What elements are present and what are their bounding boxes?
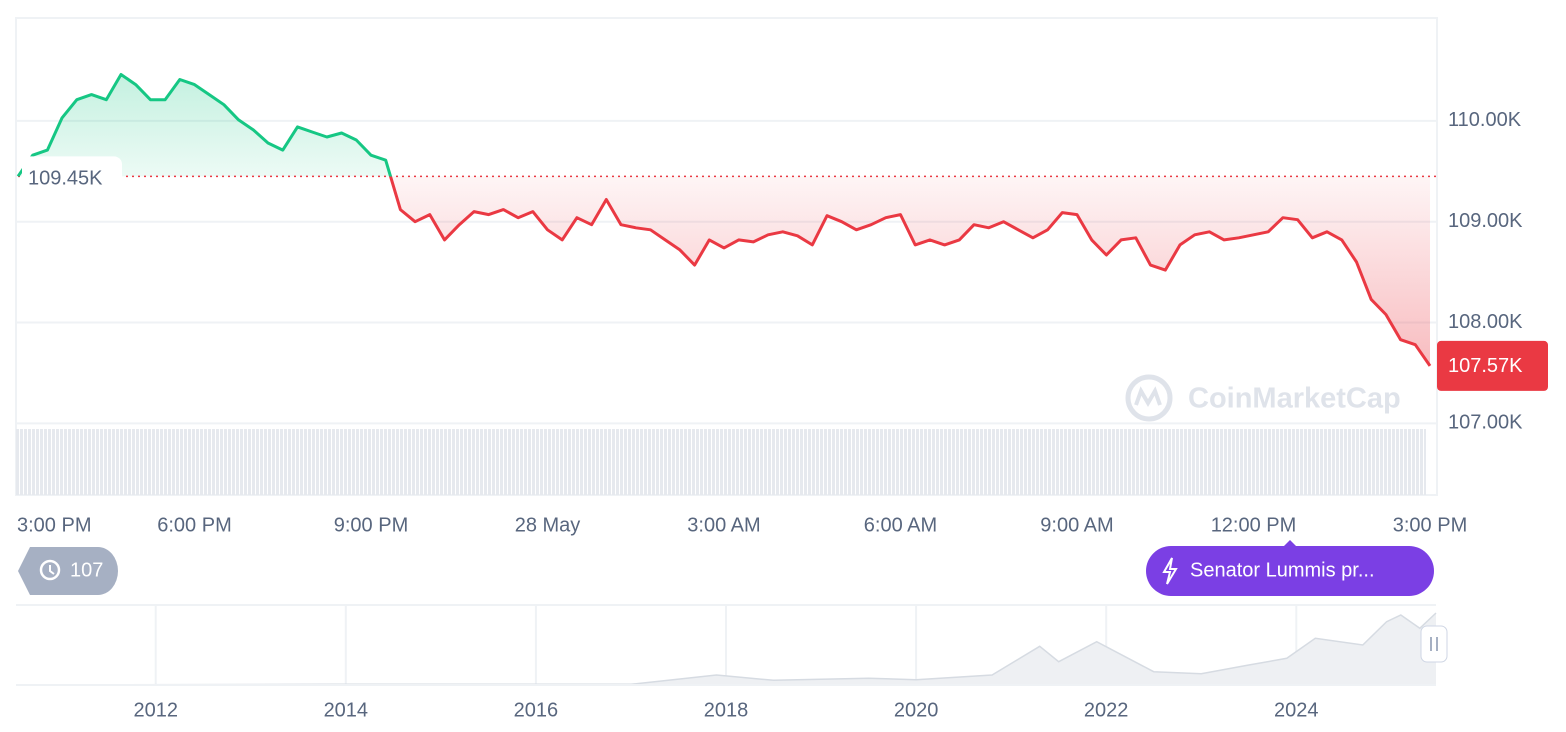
x-tick-label: 9:00 AM <box>1040 514 1113 536</box>
last-price-label: 107.57K <box>1448 355 1523 377</box>
navigator-area <box>16 613 1436 685</box>
x-tick-label: 3:00 PM <box>17 514 91 536</box>
navigator-line <box>15 612 1437 686</box>
watermark: CoinMarketCap <box>1125 374 1401 422</box>
baseline-label-bg <box>22 156 122 197</box>
navigator-handle[interactable] <box>1420 625 1448 663</box>
x-tick-label: 9:00 PM <box>334 514 408 536</box>
price-line <box>16 73 1432 367</box>
volume-band <box>16 429 1426 495</box>
x-tick-label: 6:00 PM <box>157 514 231 536</box>
navigator-tick-label: 2024 <box>1274 699 1319 721</box>
x-tick-label: 3:00 AM <box>687 514 760 536</box>
x-tick-label: 12:00 PM <box>1211 514 1297 536</box>
navigator-tick-label: 2022 <box>1084 699 1129 721</box>
navigator-tick-label: 2018 <box>704 699 749 721</box>
y-tick-label: 109.00K <box>1448 210 1523 232</box>
y-tick-label: 108.00K <box>1448 311 1523 333</box>
area-fill <box>18 74 1430 366</box>
x-tick-label: 28 May <box>515 514 581 536</box>
baseline-label: 109.45K <box>28 168 103 190</box>
history-count: 107 <box>70 559 103 581</box>
navigator-tick-label: 2014 <box>324 699 369 721</box>
y-tick-label: 110.00K <box>1448 109 1522 131</box>
history-badge[interactable]: 107 <box>18 547 118 595</box>
last-price-badge <box>1437 340 1548 391</box>
x-tick-label: 6:00 AM <box>864 514 937 536</box>
navigator-tick-label: 2012 <box>133 699 178 721</box>
news-pill[interactable]: Senator Lummis pr... <box>1146 540 1434 596</box>
y-tick-label: 107.00K <box>1448 412 1523 434</box>
navigator-tick-label: 2020 <box>894 699 939 721</box>
navigator-tick-label: 2016 <box>514 699 559 721</box>
watermark-text: CoinMarketCap <box>1188 383 1401 415</box>
news-text: Senator Lummis pr... <box>1190 559 1375 581</box>
x-tick-label: 3:00 PM <box>1393 514 1467 536</box>
